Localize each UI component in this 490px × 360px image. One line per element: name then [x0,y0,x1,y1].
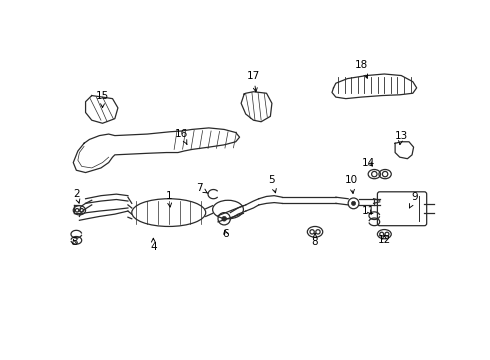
Polygon shape [74,128,240,172]
Text: 17: 17 [247,71,260,92]
Text: 18: 18 [355,60,368,78]
Text: 3: 3 [71,237,77,247]
Polygon shape [241,92,272,122]
Polygon shape [395,142,414,159]
Circle shape [351,201,356,206]
Text: 11: 11 [362,206,375,216]
Text: 6: 6 [222,229,229,239]
Text: 16: 16 [175,129,189,144]
Text: 2: 2 [73,189,80,203]
Text: 10: 10 [344,175,358,193]
Text: 9: 9 [410,192,418,208]
Polygon shape [332,74,416,99]
Text: 7: 7 [196,183,208,193]
Text: 13: 13 [394,131,408,145]
Circle shape [222,216,226,221]
Text: 5: 5 [269,175,276,193]
Polygon shape [86,95,118,123]
Text: 12: 12 [378,235,391,244]
Text: 14: 14 [362,158,375,167]
Text: 15: 15 [96,91,109,108]
Text: 8: 8 [312,234,318,247]
Text: 4: 4 [150,238,157,252]
Text: 1: 1 [166,191,172,207]
